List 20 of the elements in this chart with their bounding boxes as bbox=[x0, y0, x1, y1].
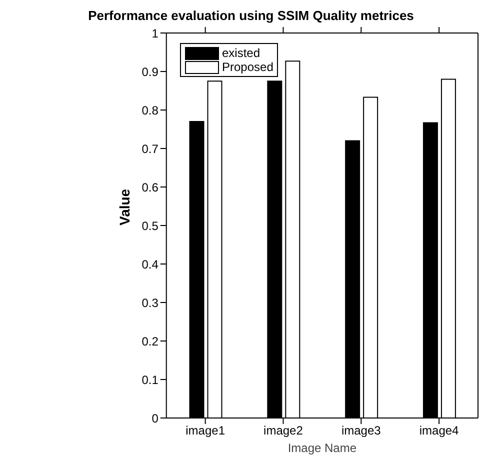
y-tick-label: 0 bbox=[152, 411, 159, 426]
y-tick-label: 0.6 bbox=[142, 180, 159, 194]
x-tick-label: image4 bbox=[419, 424, 460, 438]
y-tick-label: 0.4 bbox=[142, 257, 159, 272]
y-tick-label: 0.7 bbox=[142, 142, 159, 156]
chart-title: Performance evaluation using SSIM Quality metrices bbox=[87, 8, 415, 25]
y-tick-label: 0.1 bbox=[142, 372, 159, 387]
y-tick-label: 0.8 bbox=[142, 103, 159, 118]
x-tick-label: image2 bbox=[264, 424, 304, 438]
y-tick-label: 0.2 bbox=[142, 334, 159, 348]
y-tick-label: 1 bbox=[152, 26, 159, 40]
x-tick-label: image1 bbox=[186, 424, 226, 438]
legend-label: existed bbox=[222, 46, 260, 60]
legend-label: Proposed bbox=[222, 60, 274, 74]
y-tick-label: 0.3 bbox=[142, 296, 159, 310]
y-tick-label: 0.5 bbox=[142, 218, 159, 233]
y-axis-title: Value bbox=[116, 188, 132, 226]
x-axis-title: Image Name bbox=[288, 441, 357, 455]
y-tick-label: 0.9 bbox=[142, 64, 159, 79]
x-tick-label: image3 bbox=[341, 424, 382, 438]
